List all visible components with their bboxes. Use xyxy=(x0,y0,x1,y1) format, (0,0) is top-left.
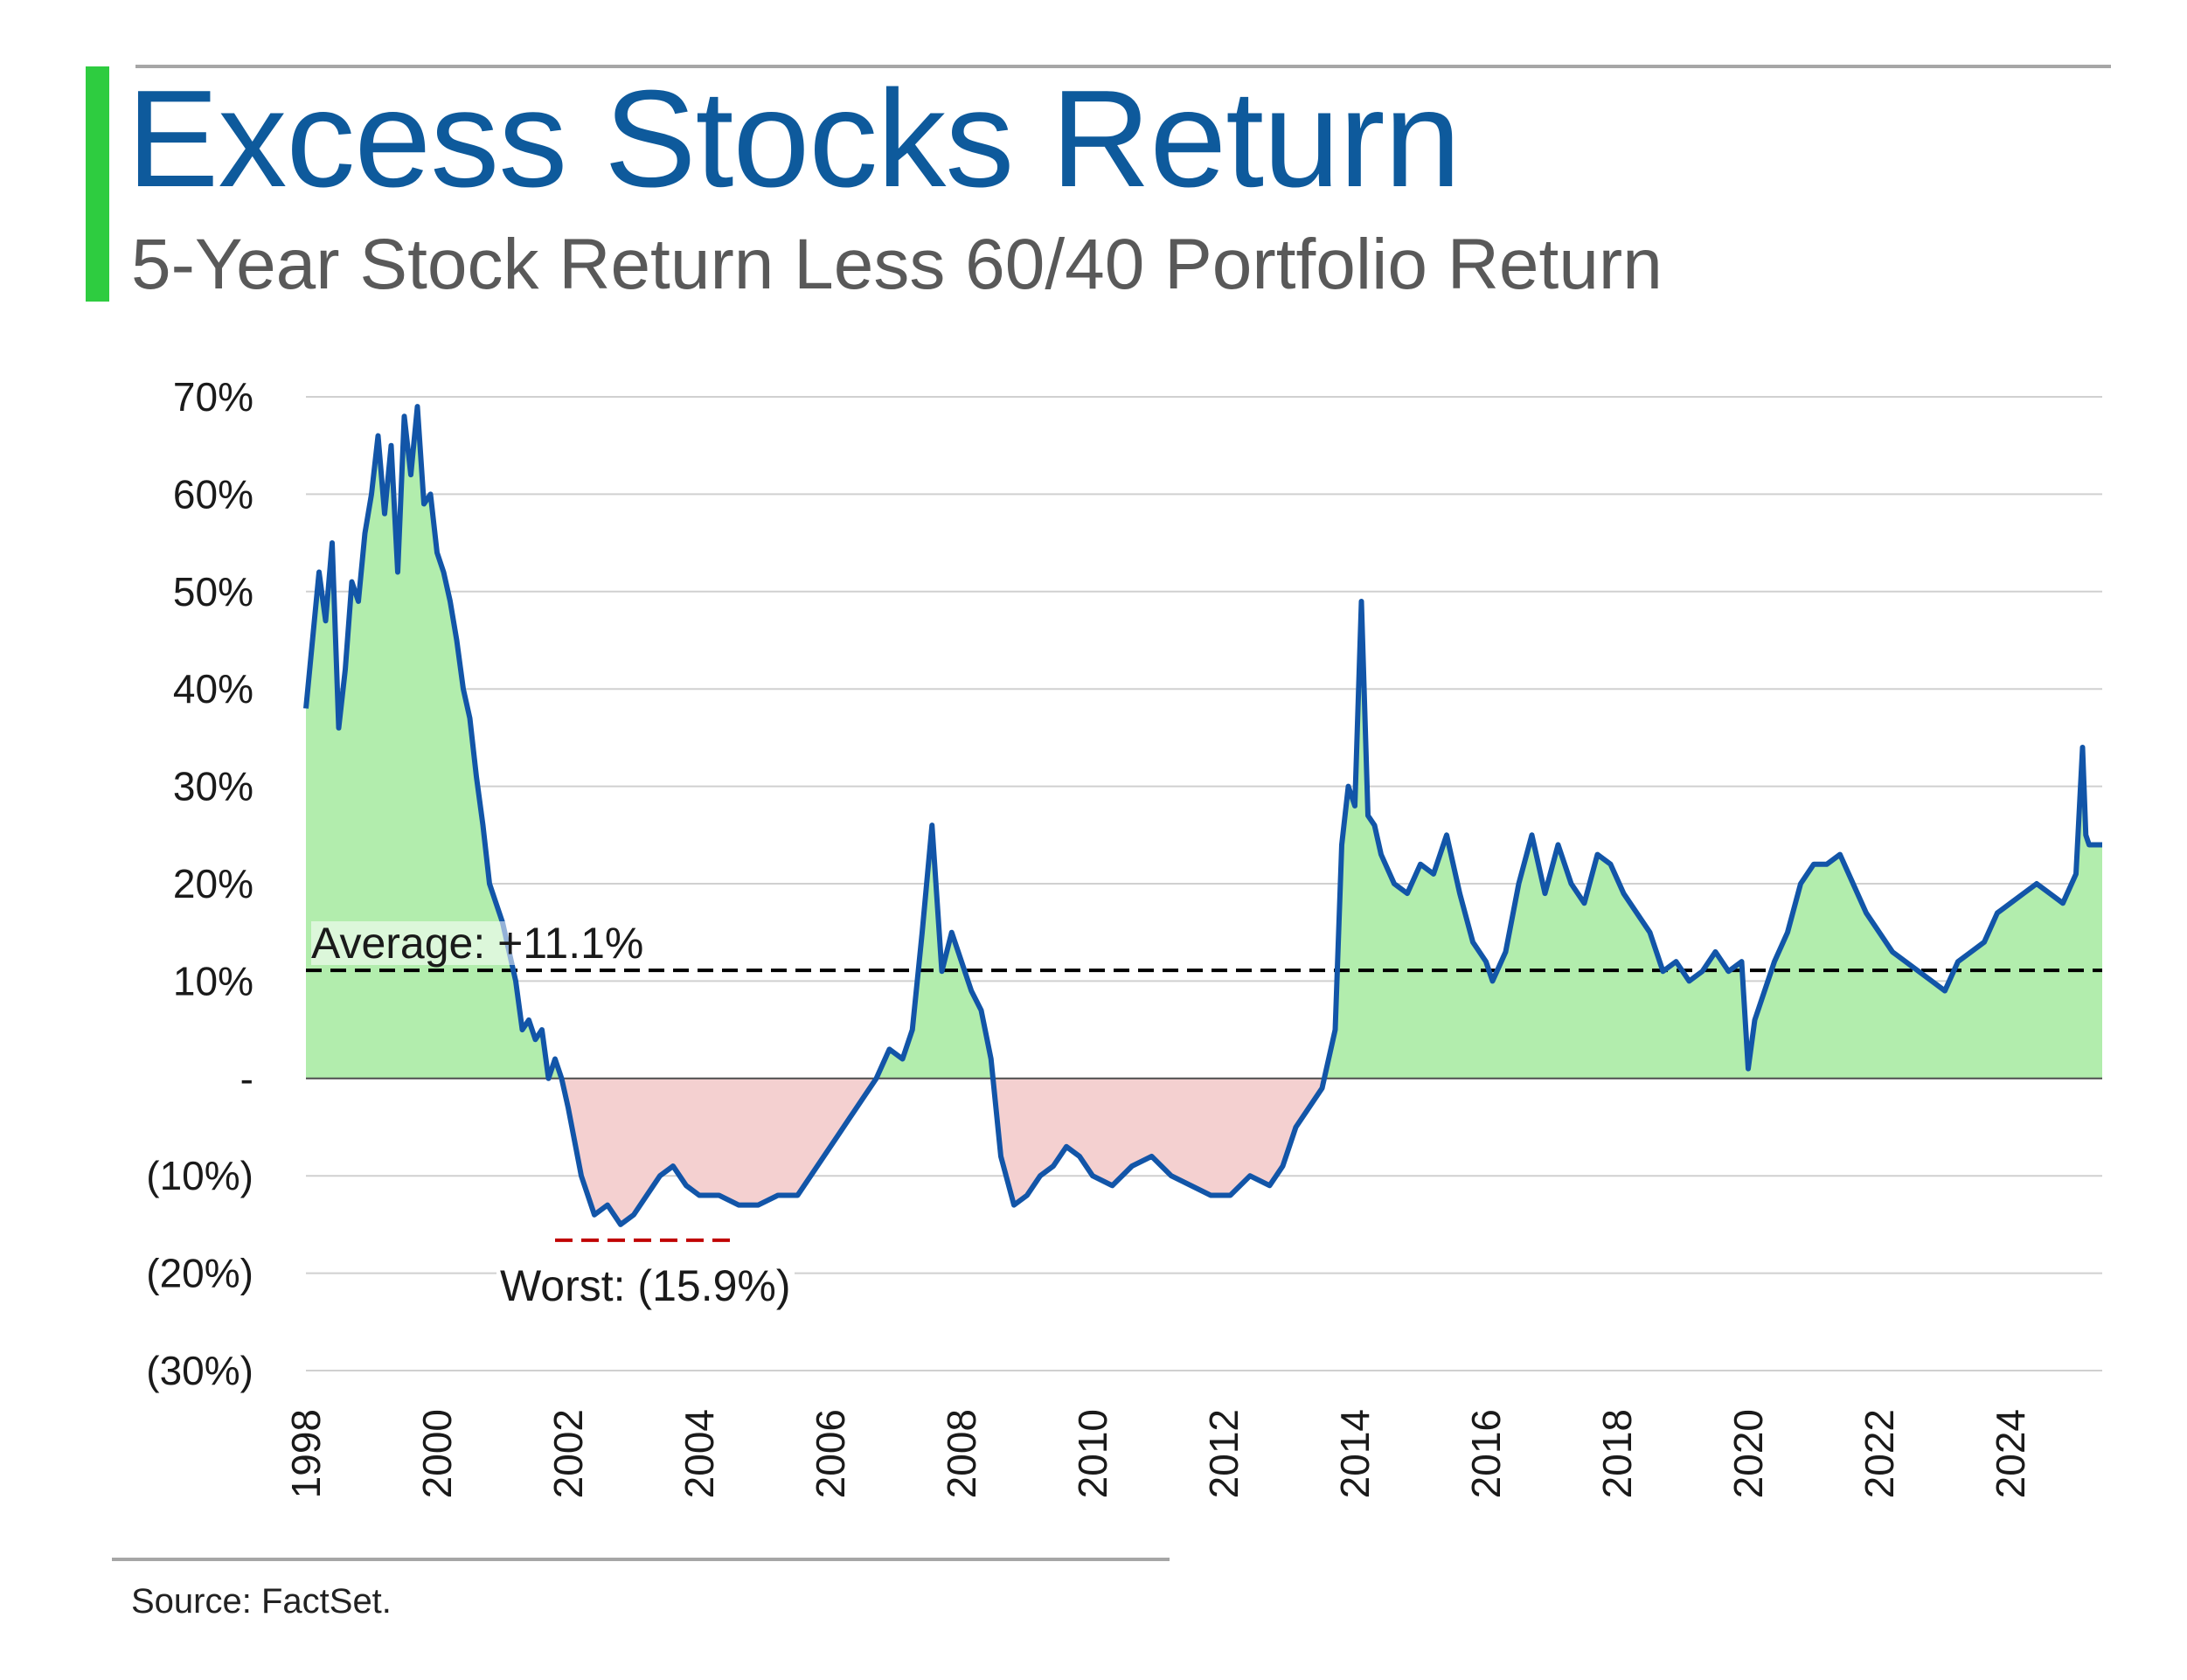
chart-title: Excess Stocks Return xyxy=(127,62,1461,216)
x-tick-label: 2006 xyxy=(808,1409,853,1498)
x-tick-label: 2014 xyxy=(1332,1409,1378,1498)
x-tick-label: 1998 xyxy=(283,1409,329,1498)
x-tick-label: 2004 xyxy=(677,1409,722,1498)
bottom-rule xyxy=(112,1558,1170,1561)
y-tick-label: (20%) xyxy=(146,1251,253,1296)
y-tick-label: (30%) xyxy=(146,1348,253,1393)
negative-area xyxy=(306,1078,2102,1225)
top-rule xyxy=(135,65,2111,68)
series-line xyxy=(303,404,2102,1227)
x-tick-label: 2012 xyxy=(1201,1409,1246,1498)
x-tick-label: 2018 xyxy=(1594,1409,1640,1498)
x-tick-label: 2010 xyxy=(1070,1409,1115,1498)
x-tick-label: 2024 xyxy=(1988,1409,2033,1498)
y-axis: 70% 60% 50% 40% 30% 20% 10% - (10%) (20%) (30%) xyxy=(146,374,253,1393)
y-tick-label: 60% xyxy=(173,471,253,517)
title-accent-bar xyxy=(86,66,109,302)
y-tick-label: 50% xyxy=(173,569,253,614)
source-note: Source: FactSet. xyxy=(131,1582,392,1621)
y-tick-label: 30% xyxy=(173,764,253,809)
x-tick-label: 2020 xyxy=(1725,1409,1771,1498)
x-tick-label: 2002 xyxy=(545,1409,591,1498)
y-tick-label: - xyxy=(240,1056,253,1101)
x-tick-label: 2016 xyxy=(1463,1409,1509,1498)
x-tick-label: 2000 xyxy=(414,1409,460,1498)
x-tick-label: 2008 xyxy=(939,1409,984,1498)
x-tick-label: 2022 xyxy=(1857,1409,1902,1498)
area-fills xyxy=(306,406,2102,1225)
chart-subtitle: 5-Year Stock Return Less 60/40 Portfolio… xyxy=(131,225,1663,304)
y-tick-label: 20% xyxy=(173,861,253,906)
worst-label: Worst: (15.9%) xyxy=(496,1264,795,1308)
x-axis: 1998 2000 2002 2004 2006 2008 2010 2012 2014 2016… xyxy=(283,1409,2033,1498)
y-tick-label: 70% xyxy=(173,374,253,420)
y-tick-label: 40% xyxy=(173,666,253,712)
positive-area xyxy=(306,406,2102,1079)
y-tick-label: 10% xyxy=(173,958,253,1003)
average-label: Average: +11.1% xyxy=(311,919,644,968)
y-tick-label: (10%) xyxy=(146,1153,253,1198)
